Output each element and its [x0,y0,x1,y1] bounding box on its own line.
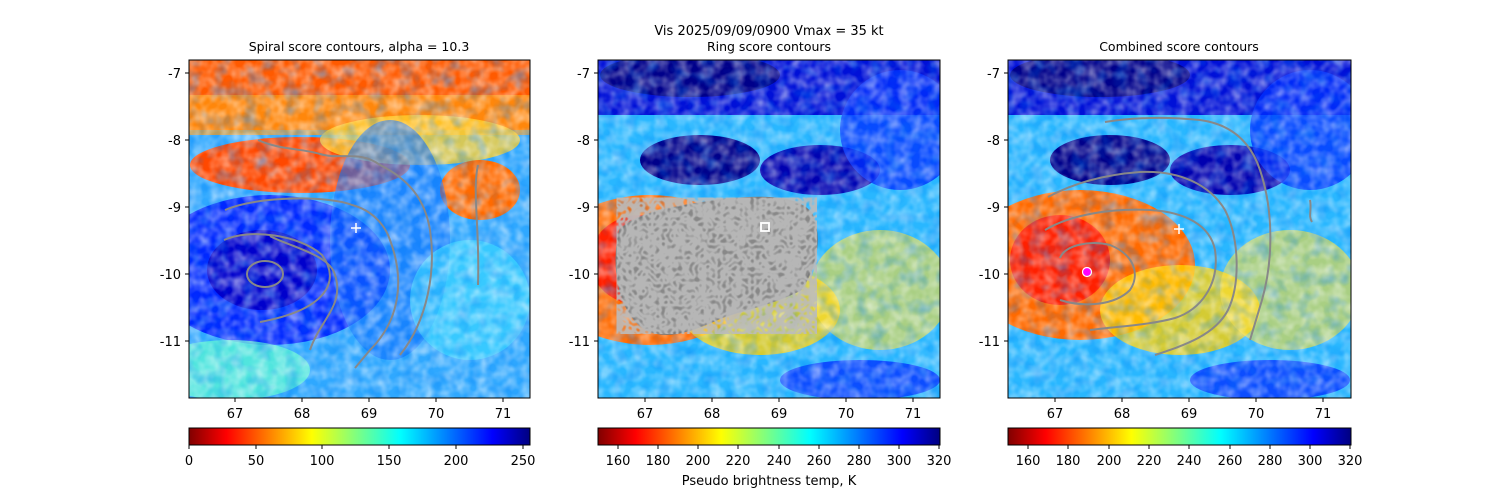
x-tick-label: 71 [905,407,922,422]
y-tick-label: -10 [160,268,181,283]
y-tick-label: -10 [979,268,1000,283]
axes-frame [188,59,531,399]
colorbar-tick-label: 300 [1298,454,1323,469]
y-tick-label: -8 [577,134,590,149]
y-ticks: -7 -8 -9 -10 -11 [160,67,189,350]
y-tick-label: -9 [168,201,181,216]
center-circle-marker [1081,266,1093,278]
y-tick-label: -7 [987,67,1000,82]
colorbar-tick-label: 280 [847,454,872,469]
y-tick-label: -11 [569,335,590,350]
colorbar [597,427,941,446]
colorbar [188,427,531,446]
colorbar-tick-label: 160 [606,454,631,469]
heatmap-image [189,60,530,398]
colorbar-ticks: 160 180 200 220 240 260 280 300 320 [1016,445,1363,469]
y-ticks: -7 -8 -9 -10 -11 [979,67,1008,350]
panel-title: Ring score contours [707,39,831,54]
colorbar-tick-label: 260 [1218,454,1243,469]
colorbar-tick-label: 220 [726,454,751,469]
colorbar-tick-label: 150 [377,454,402,469]
x-tick-label: 69 [771,407,788,422]
x-ticks: 67 68 69 70 71 [1047,398,1332,422]
x-tick-label: 70 [428,407,445,422]
colorbar-tick-label: 100 [310,454,335,469]
colorbar-tick-label: 300 [887,454,912,469]
y-tick-label: -10 [569,268,590,283]
colorbar-tick-label: 180 [1056,454,1081,469]
y-tick-label: -8 [168,134,181,149]
x-tick-label: 67 [1047,407,1064,422]
colorbar-ticks: 160 180 200 220 240 260 280 300 320 [606,445,952,469]
y-tick-label: -11 [160,335,181,350]
heatmap-image [598,60,940,398]
panel-title: Spiral score contours, alpha = 10.3 [249,39,470,54]
colorbar-tick-label: 250 [511,454,536,469]
x-tick-label: 70 [1248,407,1265,422]
spiral-panel: Spiral score contours, alpha = 10.3 [160,39,536,469]
colorbar-tick-label: 240 [1177,454,1202,469]
colorbar-tick-label: 200 [444,454,469,469]
x-tick-label: 68 [1114,407,1131,422]
center-plus-marker [1174,224,1184,234]
axes-frame [1007,59,1352,399]
colorbar-ticks: 0 50 100 150 200 250 [185,445,536,469]
x-tick-label: 70 [838,407,855,422]
x-tick-label: 68 [704,407,721,422]
ring-panel: Ring score contours 67 68 [569,39,952,489]
combined-panel: Combined score contours [979,39,1363,469]
colorbar-tick-label: 200 [686,454,711,469]
x-ticks: 67 68 69 70 71 [227,398,512,422]
center-plus-marker [351,223,361,233]
colorbar-tick-label: 240 [767,454,792,469]
colorbar-tick-label: 220 [1137,454,1162,469]
x-tick-label: 68 [294,407,311,422]
colorbar-tick-label: 0 [185,454,193,469]
y-tick-label: -7 [577,67,590,82]
colorbar-tick-label: 50 [248,454,265,469]
colorbar-tick-label: 320 [1338,454,1363,469]
x-ticks: 67 68 69 70 71 [637,398,922,422]
y-ticks: -7 -8 -9 -10 -11 [569,67,598,350]
x-tick-label: 67 [227,407,244,422]
x-tick-label: 71 [495,407,512,422]
x-tick-label: 71 [1315,407,1332,422]
colorbar-tick-label: 280 [1258,454,1283,469]
colorbar-tick-label: 160 [1016,454,1041,469]
colorbar-tick-label: 180 [646,454,671,469]
y-tick-label: -9 [987,201,1000,216]
colorbar-label: Pseudo brightness temp, K [682,474,857,489]
y-tick-label: -11 [979,335,1000,350]
colorbar-tick-label: 320 [927,454,952,469]
panel-title: Combined score contours [1099,39,1259,54]
colorbar-tick-label: 200 [1097,454,1122,469]
figure-suptitle: Vis 2025/09/09/0900 Vmax = 35 kt [654,24,883,39]
x-tick-label: 67 [637,407,654,422]
x-tick-label: 69 [361,407,378,422]
colorbar [1007,427,1352,446]
y-tick-label: -7 [168,67,181,82]
heatmap-image [1008,60,1351,398]
colorbar-tick-label: 260 [807,454,832,469]
y-tick-label: -9 [577,201,590,216]
y-tick-label: -8 [987,134,1000,149]
x-tick-label: 69 [1181,407,1198,422]
axes-frame [597,59,941,399]
center-square-marker [760,222,770,232]
